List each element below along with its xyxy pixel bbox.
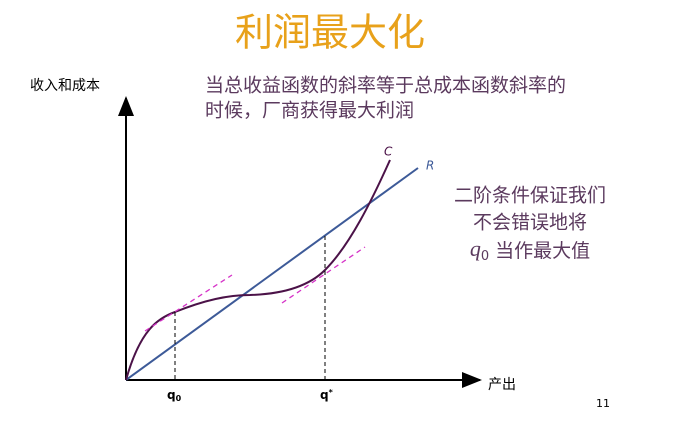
- subscript: 0: [481, 249, 489, 264]
- top-note-line: 时候，厂商获得最大利润: [205, 100, 414, 122]
- x-mark-label: q*: [320, 388, 334, 402]
- cost-curve: [125, 159, 391, 381]
- variable: q: [320, 388, 329, 402]
- tangent-line: [281, 246, 366, 304]
- x-mark-label: q0: [167, 388, 182, 403]
- top-note-line: 当总收益函数的斜率等于总成本函数斜率的: [205, 75, 566, 97]
- text: 当作最大值: [495, 240, 590, 262]
- tangent-line: [144, 274, 233, 332]
- curve-label: R: [426, 159, 434, 173]
- revenue-line: [125, 167, 419, 381]
- y-axis-label: 收入和成本: [30, 78, 100, 94]
- curve-label: C: [384, 145, 393, 159]
- page-number: 11: [596, 397, 610, 410]
- right-note-line: 不会错误地将: [473, 212, 587, 234]
- x-axis-label: 产出: [488, 377, 516, 393]
- variable: q: [470, 236, 481, 261]
- subscript: 0: [176, 394, 182, 403]
- slide-title: 利润最大化: [235, 11, 425, 55]
- variable: q: [167, 388, 176, 402]
- right-note-line: q0 当作最大值: [470, 236, 590, 263]
- superscript: *: [329, 388, 334, 397]
- right-note-line: 二阶条件保证我们: [454, 185, 606, 207]
